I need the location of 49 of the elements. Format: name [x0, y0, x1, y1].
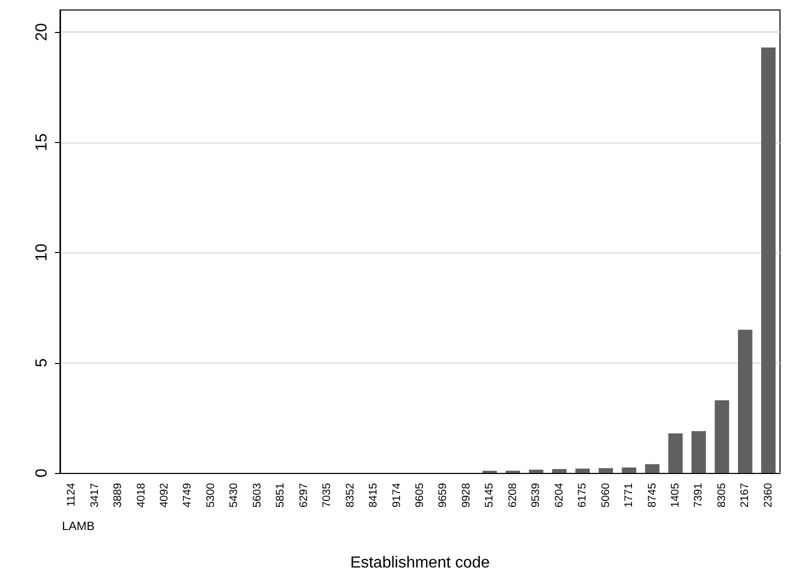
bar — [552, 469, 567, 473]
x-tick-label: 4018 — [135, 483, 148, 508]
x-tick-label: 5145 — [484, 483, 496, 508]
y-tick-label: 20 — [34, 23, 50, 41]
bar — [761, 47, 776, 473]
y-tick-label: 10 — [34, 244, 50, 262]
x-tick-label: 2167 — [739, 483, 752, 508]
bar — [622, 467, 636, 473]
bar — [528, 470, 544, 473]
x-tick-label: 8305 — [716, 483, 728, 508]
x-tick-label: 4092 — [158, 483, 171, 508]
x-tick-label: 8745 — [646, 483, 658, 508]
x-tick-label: 9659 — [437, 483, 450, 508]
text: LAMB — [62, 519, 95, 533]
bar — [692, 431, 706, 473]
x-tick-label: 9605 — [414, 483, 426, 508]
x-tick-label: 3417 — [88, 483, 101, 508]
x-tick-label: 1405 — [669, 483, 682, 508]
x-tick-label: 7035 — [321, 483, 334, 508]
x-tick-label: 9928 — [460, 483, 472, 508]
x-tick-label: 5851 — [274, 483, 287, 508]
bar — [645, 464, 660, 473]
x-tick-label: 5603 — [251, 483, 264, 508]
x-tick-label: 2360 — [762, 483, 774, 508]
x-tick-label: 3889 — [112, 483, 124, 508]
bar — [598, 468, 614, 473]
bar — [714, 400, 730, 473]
x-tick-label: 9174 — [390, 483, 403, 508]
x-tick-label: 6175 — [576, 483, 589, 508]
y-tick-label: 5 — [34, 358, 50, 368]
x-axis-title: Establishment code — [350, 554, 490, 572]
x-tick-label: 8415 — [368, 483, 380, 508]
x-tick-label: 8352 — [344, 483, 356, 508]
bar — [738, 330, 752, 473]
x-tick-label: 5300 — [204, 483, 217, 508]
x-tick-label: 6208 — [506, 483, 519, 508]
x-tick-label: 7391 — [692, 483, 705, 508]
x-tick-label: 1124 — [66, 483, 78, 507]
y-tick-label: 15 — [34, 133, 50, 152]
x-tick-label: 6204 — [553, 483, 566, 508]
x-tick-label: 9539 — [530, 483, 542, 508]
x-tick-label: 6297 — [298, 483, 310, 508]
bar — [575, 468, 590, 473]
x-tick-label: 4749 — [182, 483, 194, 508]
bar — [668, 433, 683, 473]
x-tick-label: 1771 — [623, 483, 636, 508]
y-tick-label: 0 — [34, 468, 50, 478]
x-tick-label: 5430 — [228, 483, 240, 508]
x-tick-label: 5060 — [600, 483, 612, 508]
